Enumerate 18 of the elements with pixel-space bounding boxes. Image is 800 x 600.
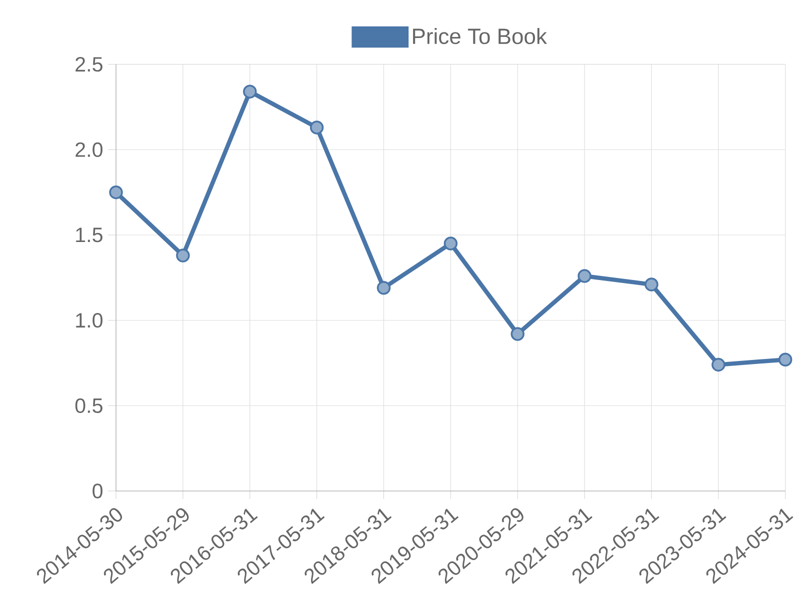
y-tick-label: 2.0 bbox=[76, 142, 102, 157]
point bbox=[644, 278, 658, 292]
y-tick-label: 1.5 bbox=[76, 228, 102, 242]
y-tick-label: 2.5 bbox=[76, 57, 102, 72]
point bbox=[310, 120, 324, 134]
point bbox=[243, 84, 257, 99]
point bbox=[376, 281, 391, 295]
point bbox=[510, 327, 524, 341]
point bbox=[176, 248, 190, 262]
point bbox=[444, 236, 458, 250]
legend-label: Price To Book bbox=[413, 28, 547, 44]
point bbox=[712, 358, 726, 372]
y-tick-label: 1.0 bbox=[76, 313, 102, 328]
point bbox=[109, 185, 123, 200]
point bbox=[778, 352, 792, 366]
point bbox=[578, 269, 592, 283]
y-tick-label: 0 bbox=[92, 484, 102, 498]
y-tick-label: 0.5 bbox=[75, 398, 102, 413]
